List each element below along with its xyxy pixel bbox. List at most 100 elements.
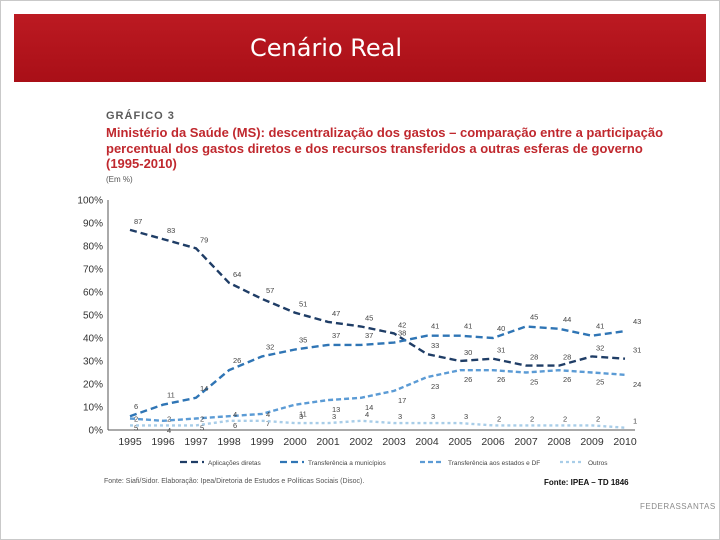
x-tick-label: 2004 [415,436,439,448]
data-label: 87 [134,217,142,226]
data-label: 2 [167,414,171,423]
x-tick-label: 2009 [580,436,604,448]
data-label: 2 [497,414,501,423]
y-tick-label: 40% [83,334,103,345]
x-tick-label: 2007 [514,436,538,448]
data-label: 28 [530,353,538,362]
data-label: 41 [596,322,604,331]
y-tick-label: 20% [83,380,103,391]
y-tick-label: 30% [83,357,103,368]
data-label: 17 [398,396,406,405]
x-tick-label: 1998 [217,436,241,448]
data-label: 2 [596,414,600,423]
data-label: 31 [633,346,641,355]
data-label: 13 [332,405,340,414]
data-label: 23 [431,382,439,391]
data-label: 2 [563,414,567,423]
data-label: 3 [398,412,402,421]
figure-credit: Fonte: IPEA – TD 1846 [544,478,629,487]
legend-label: Outros [588,460,608,467]
y-tick-label: 10% [83,403,103,414]
data-label: 32 [596,343,604,352]
data-label: 5 [200,424,204,433]
data-label: 37 [365,331,373,340]
data-label: 83 [167,226,175,235]
data-label: 31 [497,346,505,355]
line-chart: 0% 10% 20% 30% 40% 50% 60% 70% 80% 90% 100% 1995 199… [77,196,641,468]
data-label: 25 [596,378,604,387]
x-tick-label: 2006 [481,436,505,448]
data-label: 3 [332,412,336,421]
footer-brand: FEDERASSANTAS [640,502,716,511]
data-label: 44 [563,315,571,324]
data-label: 1 [633,417,637,426]
data-label: 2 [200,414,204,423]
data-label: 35 [299,336,307,345]
data-label: 14 [365,403,373,412]
data-label: 26 [563,375,571,384]
x-tick-label: 1995 [118,436,142,448]
data-label: 6 [233,421,237,430]
x-tick-label: 1996 [151,436,175,448]
data-label: 25 [530,378,538,387]
x-tick-label: 2001 [316,436,340,448]
y-tick-label: 100% [77,196,103,207]
data-label: 47 [332,309,340,318]
data-label: 3 [464,412,468,421]
figure-source: Fonte: Siafi/Sidor. Elaboração: Ipea/Dir… [104,478,365,485]
data-label: 2 [134,414,138,423]
data-label: 3 [431,412,435,421]
x-tick-label: 1999 [250,436,274,448]
data-label: 41 [431,322,439,331]
data-label: 26 [233,356,241,365]
data-label: 4 [167,426,171,435]
data-label: 57 [266,286,274,295]
y-tick-label: 80% [83,242,103,253]
data-label: 14 [200,384,208,393]
figure-kicker: GRÁFICO 3 [106,110,175,122]
data-label: 38 [398,329,406,338]
data-label: 37 [332,331,340,340]
x-tick-label: 2003 [382,436,406,448]
data-label: 5 [134,424,138,433]
x-tick-label: 2000 [283,436,307,448]
data-label: 33 [431,341,439,350]
slide-title: Cenário Real [250,34,403,62]
y-tick-label: 60% [83,288,103,299]
title-bar [14,14,706,82]
data-label: 26 [464,375,472,384]
data-label: 2 [530,414,534,423]
series-line-0 [129,228,626,367]
data-label: 7 [266,419,270,428]
data-label: 11 [167,391,175,400]
data-label: 43 [633,317,641,326]
data-label: 26 [497,375,505,384]
series-line-2 [129,368,626,423]
data-label: 45 [530,313,538,322]
legend-label: Transferência aos estados e DF [448,460,540,467]
y-tick-label: 0% [89,426,104,437]
data-label: 4 [233,410,237,419]
data-label: 42 [398,320,406,329]
series-line-1 [129,325,626,418]
data-label: 41 [464,322,472,331]
data-label: 3 [299,412,303,421]
data-label: 11 [299,410,307,419]
x-tick-label: 1997 [184,436,208,448]
legend-label: Transferência a municípios [308,460,387,467]
figure-title: Ministério da Saúde (MS): descentralizaç… [106,125,664,171]
y-tick-label: 70% [83,265,103,276]
figure-unit: (Em %) [106,175,133,184]
data-label: 30 [464,348,472,357]
data-label: 51 [299,300,307,309]
data-label: 4 [266,410,270,419]
x-tick-label: 2002 [349,436,373,448]
x-tick-label: 2008 [547,436,571,448]
x-tick-label: 2005 [448,436,472,448]
y-tick-label: 90% [83,219,103,230]
legend-label: Aplicações diretas [208,460,261,467]
data-label: 79 [200,235,208,244]
data-label: 28 [563,353,571,362]
data-label: 40 [497,324,505,333]
data-label: 24 [633,380,641,389]
